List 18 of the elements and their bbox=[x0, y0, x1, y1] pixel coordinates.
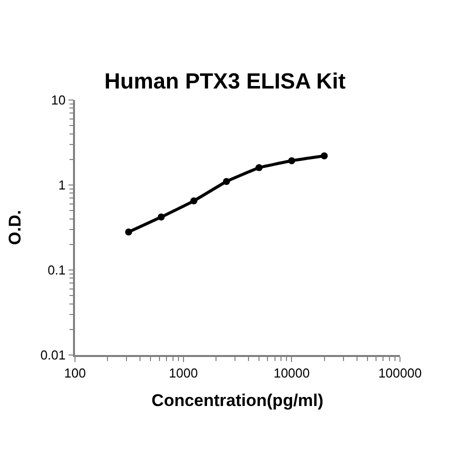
point bbox=[190, 197, 198, 204]
point bbox=[256, 164, 263, 172]
point bbox=[288, 157, 296, 164]
x-tick-label: 100 bbox=[64, 365, 86, 380]
point bbox=[222, 178, 230, 185]
x-tick-label: 10000 bbox=[274, 365, 310, 380]
y-axis-title: O.D. bbox=[5, 210, 24, 245]
y-tick-label: 1 bbox=[58, 178, 66, 193]
y-tick-label: 10 bbox=[51, 92, 66, 108]
point bbox=[158, 214, 165, 221]
y-tick-label: 0.1 bbox=[48, 262, 66, 278]
x-tick-label: 100000 bbox=[378, 365, 422, 380]
chart-title: Human PTX3 ELISA Kit bbox=[104, 68, 346, 94]
point bbox=[320, 152, 328, 160]
x-axis-title: Concentration(pg/ml) bbox=[152, 391, 324, 410]
point bbox=[125, 228, 132, 236]
x-tick-label: 1000 bbox=[168, 365, 198, 380]
y-tick-label: 0.01 bbox=[40, 348, 66, 363]
